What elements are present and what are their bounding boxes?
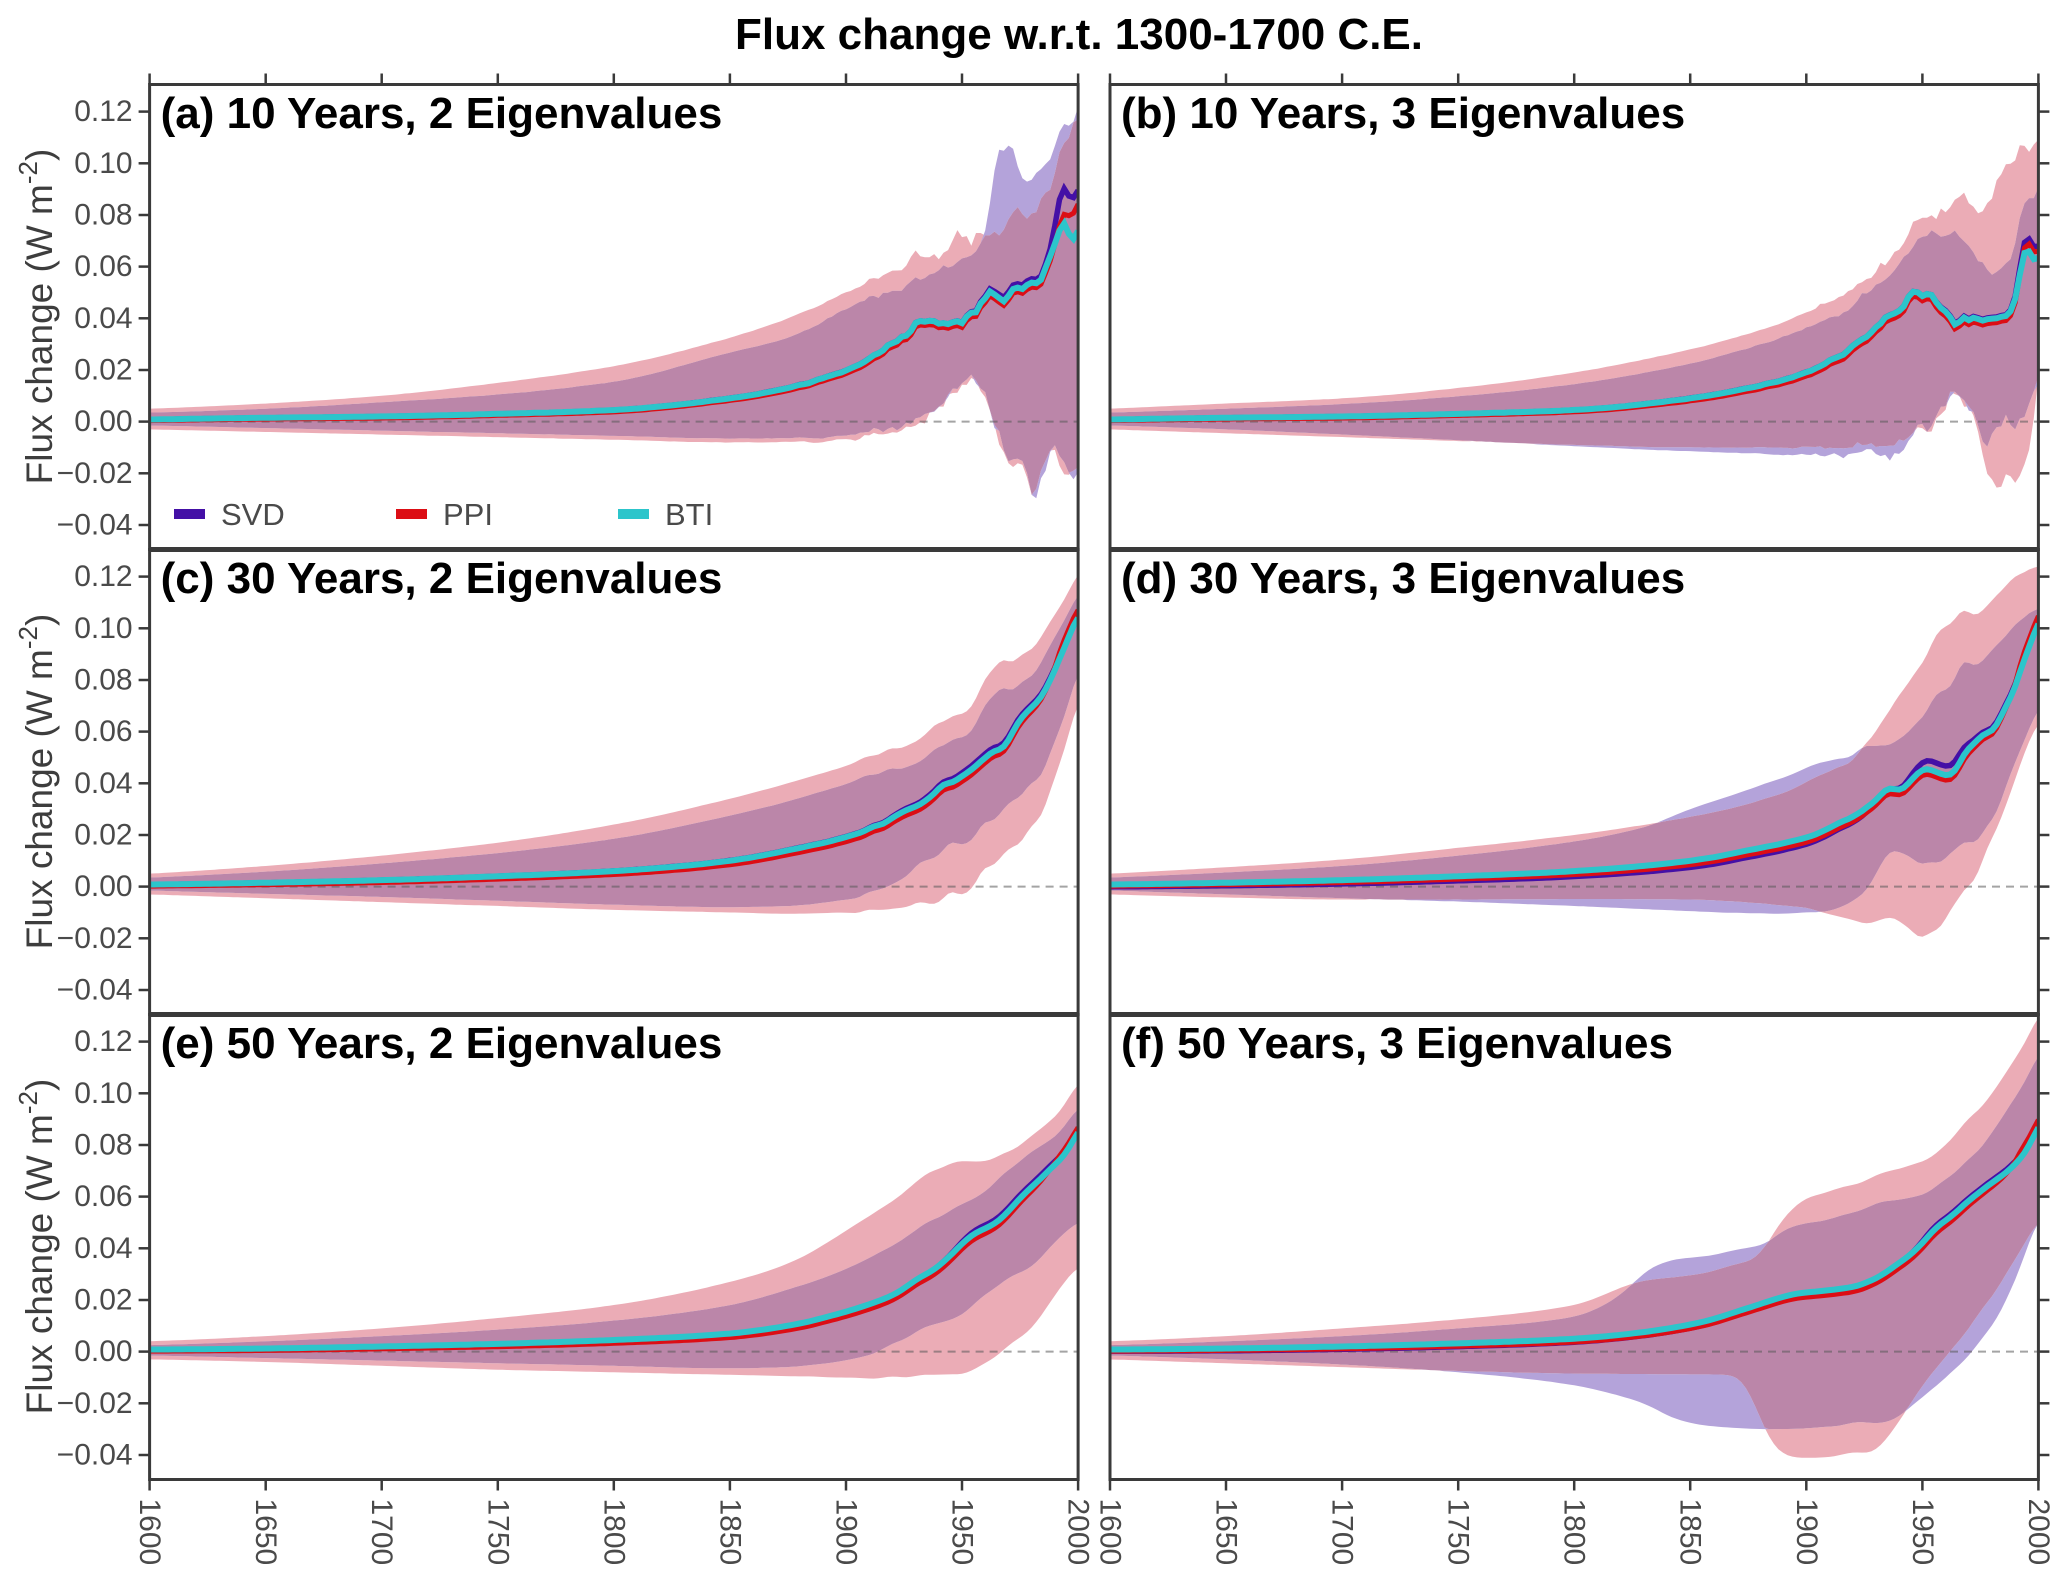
svg-text:1700: 1700 [365, 1499, 398, 1566]
svg-text:(b) 10 Years, 3 Eigenvalues: (b) 10 Years, 3 Eigenvalues [1121, 89, 1685, 138]
svg-text:1850: 1850 [713, 1499, 746, 1566]
svg-text:0.08: 0.08 [74, 1129, 132, 1162]
svg-text:(a) 10 Years, 2 Eigenvalues: (a) 10 Years, 2 Eigenvalues [161, 89, 723, 138]
svg-text:0.06: 0.06 [74, 715, 132, 748]
svg-text:0.06: 0.06 [74, 250, 132, 283]
svg-text:1900: 1900 [1790, 1499, 1823, 1566]
svg-text:0.00: 0.00 [74, 405, 132, 438]
svg-text:0.08: 0.08 [74, 664, 132, 697]
svg-text:Flux change w.r.t. 1300-1700 C: Flux change w.r.t. 1300-1700 C.E. [735, 10, 1423, 59]
svg-text:(e) 50 Years, 2 Eigenvalues: (e) 50 Years, 2 Eigenvalues [161, 1019, 723, 1068]
svg-text:1700: 1700 [1326, 1499, 1359, 1566]
svg-text:1900: 1900 [830, 1499, 863, 1566]
svg-text:(f) 50 Years, 3 Eigenvalues: (f) 50 Years, 3 Eigenvalues [1121, 1019, 1673, 1068]
svg-text:0.12: 0.12 [74, 95, 132, 128]
svg-text:0.10: 0.10 [74, 1077, 132, 1110]
svg-text:1600: 1600 [1094, 1499, 1127, 1566]
svg-text:2000: 2000 [1062, 1499, 1095, 1566]
svg-text:(c) 30 Years, 2 Eigenvalues: (c) 30 Years, 2 Eigenvalues [161, 554, 723, 603]
svg-text:BTI: BTI [665, 497, 713, 532]
svg-text:2000: 2000 [2022, 1499, 2055, 1566]
svg-text:0.08: 0.08 [74, 199, 132, 232]
svg-text:1800: 1800 [1558, 1499, 1591, 1566]
svg-text:1650: 1650 [249, 1499, 282, 1566]
svg-text:0.00: 0.00 [74, 1335, 132, 1368]
svg-text:SVD: SVD [221, 497, 285, 532]
svg-text:0.00: 0.00 [74, 870, 132, 903]
svg-text:Flux change (W m-2): Flux change (W m-2) [13, 149, 60, 485]
svg-text:1950: 1950 [1906, 1499, 1939, 1566]
svg-text:Flux change (W m-2): Flux change (W m-2) [13, 1079, 60, 1415]
svg-text:0.02: 0.02 [74, 819, 132, 852]
svg-text:0.04: 0.04 [74, 1232, 132, 1265]
svg-text:Flux change (W m-2): Flux change (W m-2) [13, 614, 60, 950]
svg-text:1600: 1600 [133, 1499, 166, 1566]
svg-text:1750: 1750 [481, 1499, 514, 1566]
svg-text:−0.02: −0.02 [57, 922, 133, 955]
svg-text:1800: 1800 [597, 1499, 630, 1566]
svg-text:−0.04: −0.04 [57, 509, 133, 542]
svg-text:0.12: 0.12 [74, 560, 132, 593]
svg-text:−0.04: −0.04 [57, 974, 133, 1007]
svg-text:(d) 30 Years, 3 Eigenvalues: (d) 30 Years, 3 Eigenvalues [1121, 554, 1685, 603]
svg-text:0.06: 0.06 [74, 1180, 132, 1213]
svg-text:1850: 1850 [1674, 1499, 1707, 1566]
svg-text:0.04: 0.04 [74, 767, 132, 800]
svg-text:−0.04: −0.04 [57, 1439, 133, 1472]
svg-text:1650: 1650 [1210, 1499, 1243, 1566]
svg-text:0.02: 0.02 [74, 354, 132, 387]
svg-text:PPI: PPI [443, 497, 493, 532]
svg-text:0.12: 0.12 [74, 1025, 132, 1058]
svg-text:−0.02: −0.02 [57, 1387, 133, 1420]
svg-text:0.02: 0.02 [74, 1284, 132, 1317]
svg-text:1950: 1950 [946, 1499, 979, 1566]
svg-text:1750: 1750 [1442, 1499, 1475, 1566]
svg-text:0.10: 0.10 [74, 612, 132, 645]
svg-text:0.04: 0.04 [74, 302, 132, 335]
svg-text:0.10: 0.10 [74, 147, 132, 180]
svg-text:−0.02: −0.02 [57, 457, 133, 490]
